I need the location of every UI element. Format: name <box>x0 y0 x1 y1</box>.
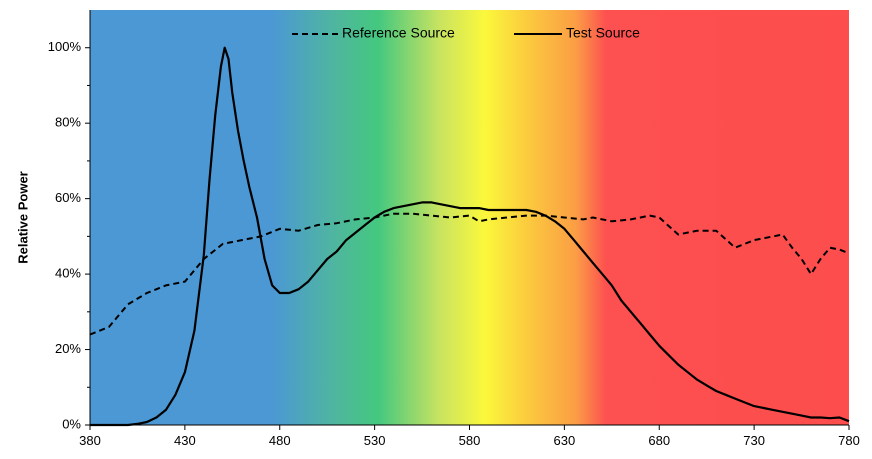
y-tick-label: 80% <box>55 115 81 130</box>
y-tick-label: 20% <box>55 341 81 356</box>
x-tick-label: 730 <box>743 433 765 448</box>
legend: Reference Source Test Source <box>292 25 640 41</box>
y-tick-label: 40% <box>55 266 81 281</box>
y-axis: 0% 20% 40% 60% 80% 100% <box>48 10 91 431</box>
x-tick-label: 680 <box>648 433 670 448</box>
legend-label: Reference Source <box>342 25 455 41</box>
x-tick-label: 630 <box>554 433 576 448</box>
x-tick-label: 480 <box>269 433 291 448</box>
series-layer <box>89 46 850 427</box>
x-tick-label: 530 <box>364 433 386 448</box>
x-tick-label: 430 <box>174 433 196 448</box>
legend-label: Test Source <box>566 25 640 41</box>
x-tick-label: 580 <box>459 433 481 448</box>
legend-item-test-source: Test Source <box>514 25 640 41</box>
y-tick-label: 0% <box>62 416 81 431</box>
series-test-source-line <box>90 46 850 427</box>
y-tick-label: 100% <box>48 39 82 54</box>
plot-background <box>90 10 849 425</box>
x-axis: 380 430 480 530 580 630 680 730 780 <box>79 424 860 448</box>
legend-item-reference-source: Reference Source <box>292 25 455 41</box>
y-axis-title: Relative Power <box>15 171 30 264</box>
y-tick-label: 60% <box>55 190 81 205</box>
x-tick-label: 380 <box>79 433 101 448</box>
x-tick-label: 780 <box>838 433 860 448</box>
